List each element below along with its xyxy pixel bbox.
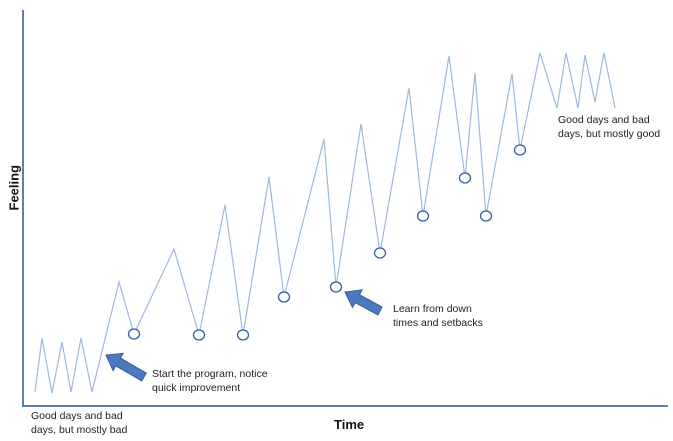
callout-arrow: [344, 289, 383, 316]
low-point-marker: [458, 172, 472, 184]
low-point-marker: [277, 291, 291, 303]
annotation-line: quick improvement: [152, 382, 241, 394]
low-point-marker: [513, 144, 527, 156]
annotation-end-good: Good days and bad days, but mostly good: [558, 113, 660, 141]
annotation-line: times and setbacks: [393, 317, 483, 329]
annotation-line: Start the program, notice: [152, 368, 268, 380]
annotation-start-bad: Good days and bad days, but mostly bad: [31, 409, 127, 437]
annotation-program: Start the program, notice quick improvem…: [152, 367, 268, 395]
low-point-marker: [479, 210, 493, 222]
low-point-marker: [373, 247, 387, 259]
annotation-line: days, but mostly good: [558, 128, 661, 140]
low-point-marker: [127, 328, 141, 340]
series-line: [34, 52, 616, 394]
annotation-line: Learn from down: [393, 303, 472, 315]
low-point-marker: [192, 329, 206, 341]
low-point-marker: [329, 281, 343, 293]
y-axis-label: Feeling: [6, 164, 22, 211]
arrow-layer: [105, 289, 383, 382]
annotation-line: Good days and bad: [31, 410, 123, 422]
annotation-line: Good days and bad: [558, 114, 650, 126]
low-point-marker: [236, 329, 250, 341]
callout-arrow: [105, 352, 147, 382]
marker-layer: [127, 144, 527, 341]
low-point-marker: [416, 210, 430, 222]
x-axis-label: Time: [334, 417, 365, 432]
annotation-learn: Learn from down times and setbacks: [393, 302, 483, 330]
annotation-line: days, but mostly bad: [31, 424, 128, 436]
series-layer: [34, 52, 616, 394]
